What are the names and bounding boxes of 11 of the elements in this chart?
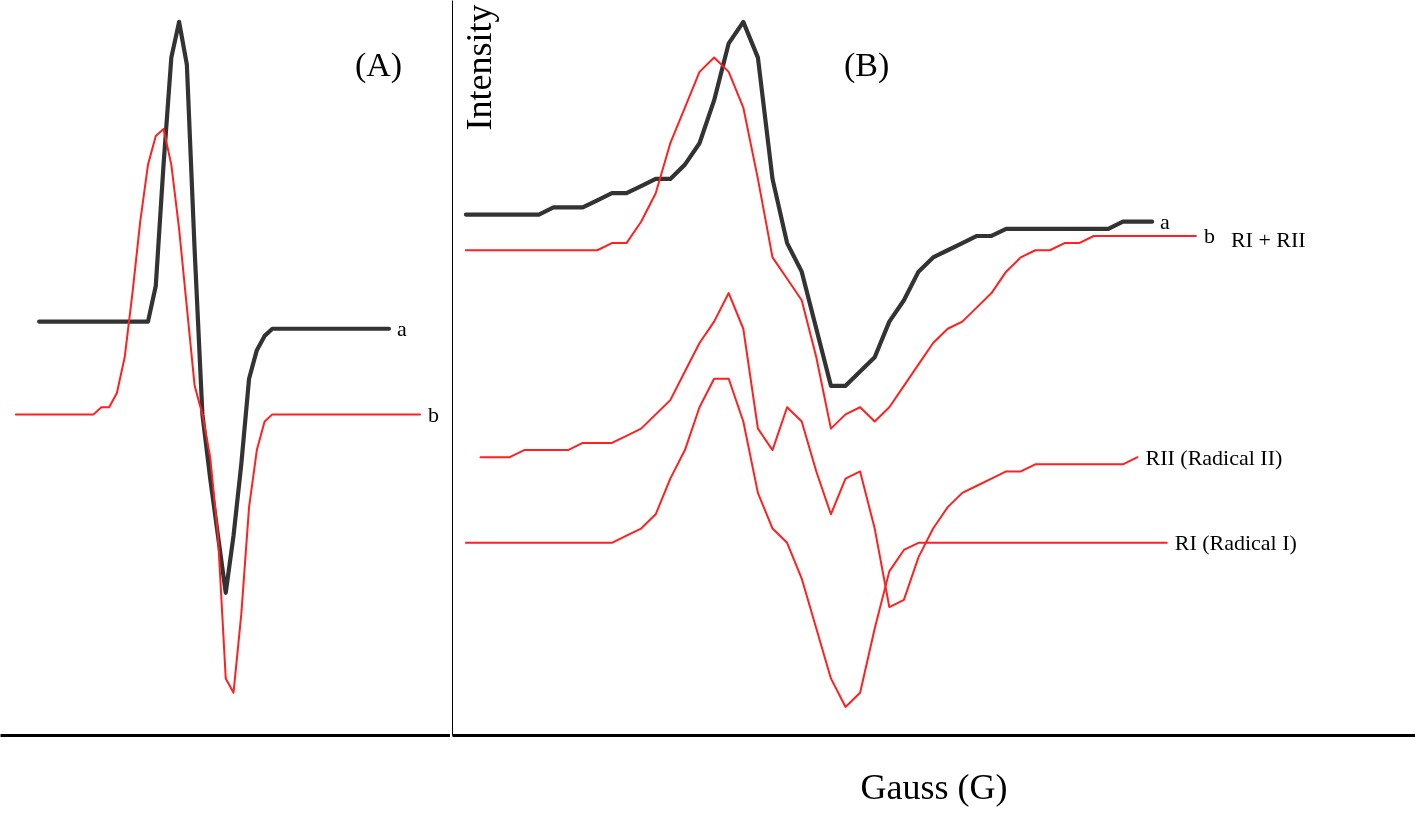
series-label: RI (Radical I) (1174, 530, 1297, 556)
series-label: a (397, 316, 407, 342)
series-label: a (1160, 209, 1171, 235)
series-label: RII (Radical II) (1145, 444, 1283, 470)
series-label: b (428, 401, 440, 427)
x-axis-title: Gauss (G) (860, 766, 1008, 807)
y-axis-title: Intensity (458, 4, 499, 131)
text: (B) (843, 46, 890, 85)
text: RI + RII (1230, 227, 1306, 253)
text: (A) (354, 46, 403, 85)
series-label: b (1203, 223, 1215, 249)
